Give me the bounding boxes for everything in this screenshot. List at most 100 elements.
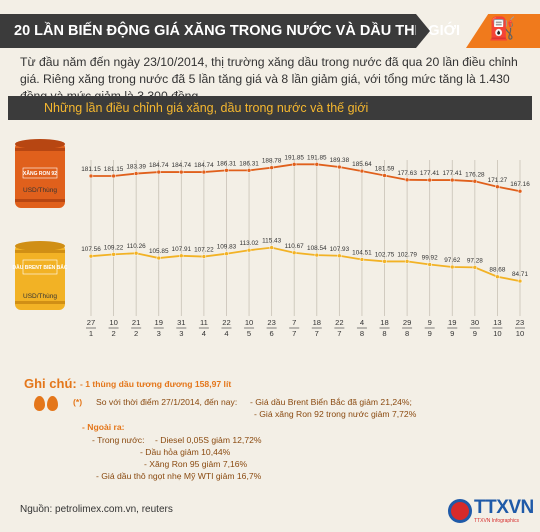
data-label: 177.63 — [397, 170, 417, 177]
data-point — [88, 173, 94, 179]
x-tick-day: 31 — [177, 318, 185, 327]
x-tick-day: 7 — [292, 318, 296, 327]
data-point — [314, 252, 320, 258]
x-tick-month: 9 — [450, 329, 454, 338]
data-label: 108.54 — [307, 245, 327, 252]
note-brent: - Giá dầu Brent Biển Bắc đã giảm 21,24%; — [250, 397, 412, 407]
data-point — [359, 257, 365, 262]
x-tick-day: 21 — [132, 318, 140, 327]
x-tick-month: 10 — [493, 329, 501, 338]
data-point — [427, 262, 432, 267]
data-point — [201, 254, 207, 259]
x-tick-day: 13 — [493, 318, 501, 327]
data-point — [359, 168, 365, 174]
note-wti: - Giá dầu thô ngọt nhẹ Mỹ WTI giảm 16,7% — [96, 471, 262, 481]
x-tick-day: 19 — [155, 318, 163, 327]
data-label: 181.59 — [375, 166, 395, 173]
source-text: Nguồn: petrolimex.com.vn, reuters — [20, 504, 173, 515]
series-line-1 — [90, 246, 521, 282]
data-point — [314, 162, 320, 167]
series-ron92-label: XĂNG RON 92 — [23, 170, 57, 177]
data-label: 113.02 — [240, 240, 260, 247]
data-label: 186.31 — [239, 160, 259, 167]
x-tick-month: 3 — [157, 329, 161, 338]
series-lines — [88, 162, 523, 284]
data-point — [179, 253, 184, 259]
data-point — [291, 250, 297, 256]
note-ron: - Giá xăng Ron 92 trong nước giảm 7,72% — [254, 409, 417, 419]
x-tick-month: 6 — [270, 329, 274, 338]
x-tick-day: 10 — [245, 318, 253, 327]
data-label: 102.79 — [397, 251, 417, 258]
x-tick-day: 27 — [87, 318, 95, 327]
x-tick-day: 29 — [403, 318, 411, 327]
data-point — [495, 274, 500, 279]
data-point — [111, 173, 116, 179]
data-label: 184.74 — [149, 162, 169, 169]
data-label: 177.41 — [420, 170, 440, 177]
data-point — [291, 162, 297, 167]
data-label: 107.56 — [81, 246, 101, 253]
x-tick-month: 7 — [292, 329, 296, 338]
data-point — [517, 278, 523, 284]
series-brent-label: DẦU BRENT BIỂN BẮC — [13, 263, 68, 271]
x-tick-day: 11 — [200, 318, 208, 327]
data-point — [269, 245, 274, 250]
page-title: 20 LẦN BIẾN ĐỘNG GIÁ XĂNG TRONG NƯỚC VÀ … — [14, 23, 461, 39]
note-extra: - Ngoài ra: — [82, 422, 125, 432]
data-label: 186.31 — [217, 160, 237, 167]
data-point — [337, 253, 342, 259]
data-point — [450, 264, 455, 270]
data-label: 102.75 — [375, 251, 395, 258]
data-label: 189.38 — [330, 157, 350, 164]
data-point — [88, 253, 94, 259]
data-point — [382, 173, 387, 178]
x-tick-day: 23 — [516, 318, 524, 327]
x-tick-month: 1 — [89, 329, 93, 338]
note-compare: So với thời điểm 27/1/2014, đến nay: — [96, 397, 238, 407]
line-chart: XĂNG RON 92 USD/Thùng DẦU BRENT BIỂN BẮC… — [13, 139, 530, 338]
data-point — [156, 255, 161, 261]
data-label: 88.68 — [489, 267, 505, 274]
note-star: (*) — [73, 397, 83, 407]
title-bar: 20 LẦN BIẾN ĐỘNG GIÁ XĂNG TRONG NƯỚC VÀ … — [0, 14, 460, 48]
note-kerosene: - Dầu hỏa giảm 10,44% — [140, 447, 231, 457]
data-point — [156, 169, 161, 175]
x-tick-month: 10 — [516, 329, 524, 338]
data-label: 109.83 — [217, 244, 237, 251]
data-label: 191.85 — [284, 154, 304, 161]
oil-drops-icon — [34, 396, 60, 416]
data-label: 105.85 — [149, 248, 169, 255]
notes-header: Ghi chú: — [24, 376, 77, 391]
data-point — [472, 179, 478, 184]
x-tick-day: 22 — [335, 318, 343, 327]
data-point — [179, 169, 184, 175]
data-point — [246, 168, 252, 173]
data-point — [337, 164, 342, 170]
series-line-0 — [91, 163, 521, 193]
x-axis-ticks: 2711022121933131142241052367718722748188… — [86, 318, 525, 338]
data-label: 109.22 — [104, 244, 124, 251]
barrel-brent-icon: DẦU BRENT BIỂN BẮC USD/Thùng — [13, 241, 68, 310]
x-tick-month: 2 — [111, 329, 115, 338]
x-tick-month: 8 — [382, 329, 386, 338]
footer: Nguồn: petrolimex.com.vn, reuters TTXVN … — [0, 494, 540, 532]
data-label: 188.78 — [262, 158, 282, 165]
data-point — [246, 247, 252, 253]
data-label: 191.85 — [307, 154, 327, 161]
data-point — [517, 188, 523, 194]
data-point — [133, 250, 139, 256]
data-point — [133, 171, 139, 176]
data-point — [450, 177, 455, 183]
data-label: 107.93 — [330, 246, 350, 253]
x-tick-day: 4 — [360, 318, 364, 327]
x-tick-day: 9 — [428, 318, 432, 327]
notes-panel: Ghi chú: - 1 thùng dầu tương đương 158,9… — [0, 372, 540, 488]
data-label: 184.74 — [172, 162, 192, 169]
gas-pump-icon: ⛽ — [488, 16, 516, 41]
note-domestic: - Trong nước: — [92, 435, 145, 445]
data-label: 171.27 — [488, 177, 508, 184]
data-label: 184.74 — [194, 162, 214, 169]
x-tick-day: 19 — [448, 318, 456, 327]
data-label: 104.51 — [352, 249, 372, 256]
